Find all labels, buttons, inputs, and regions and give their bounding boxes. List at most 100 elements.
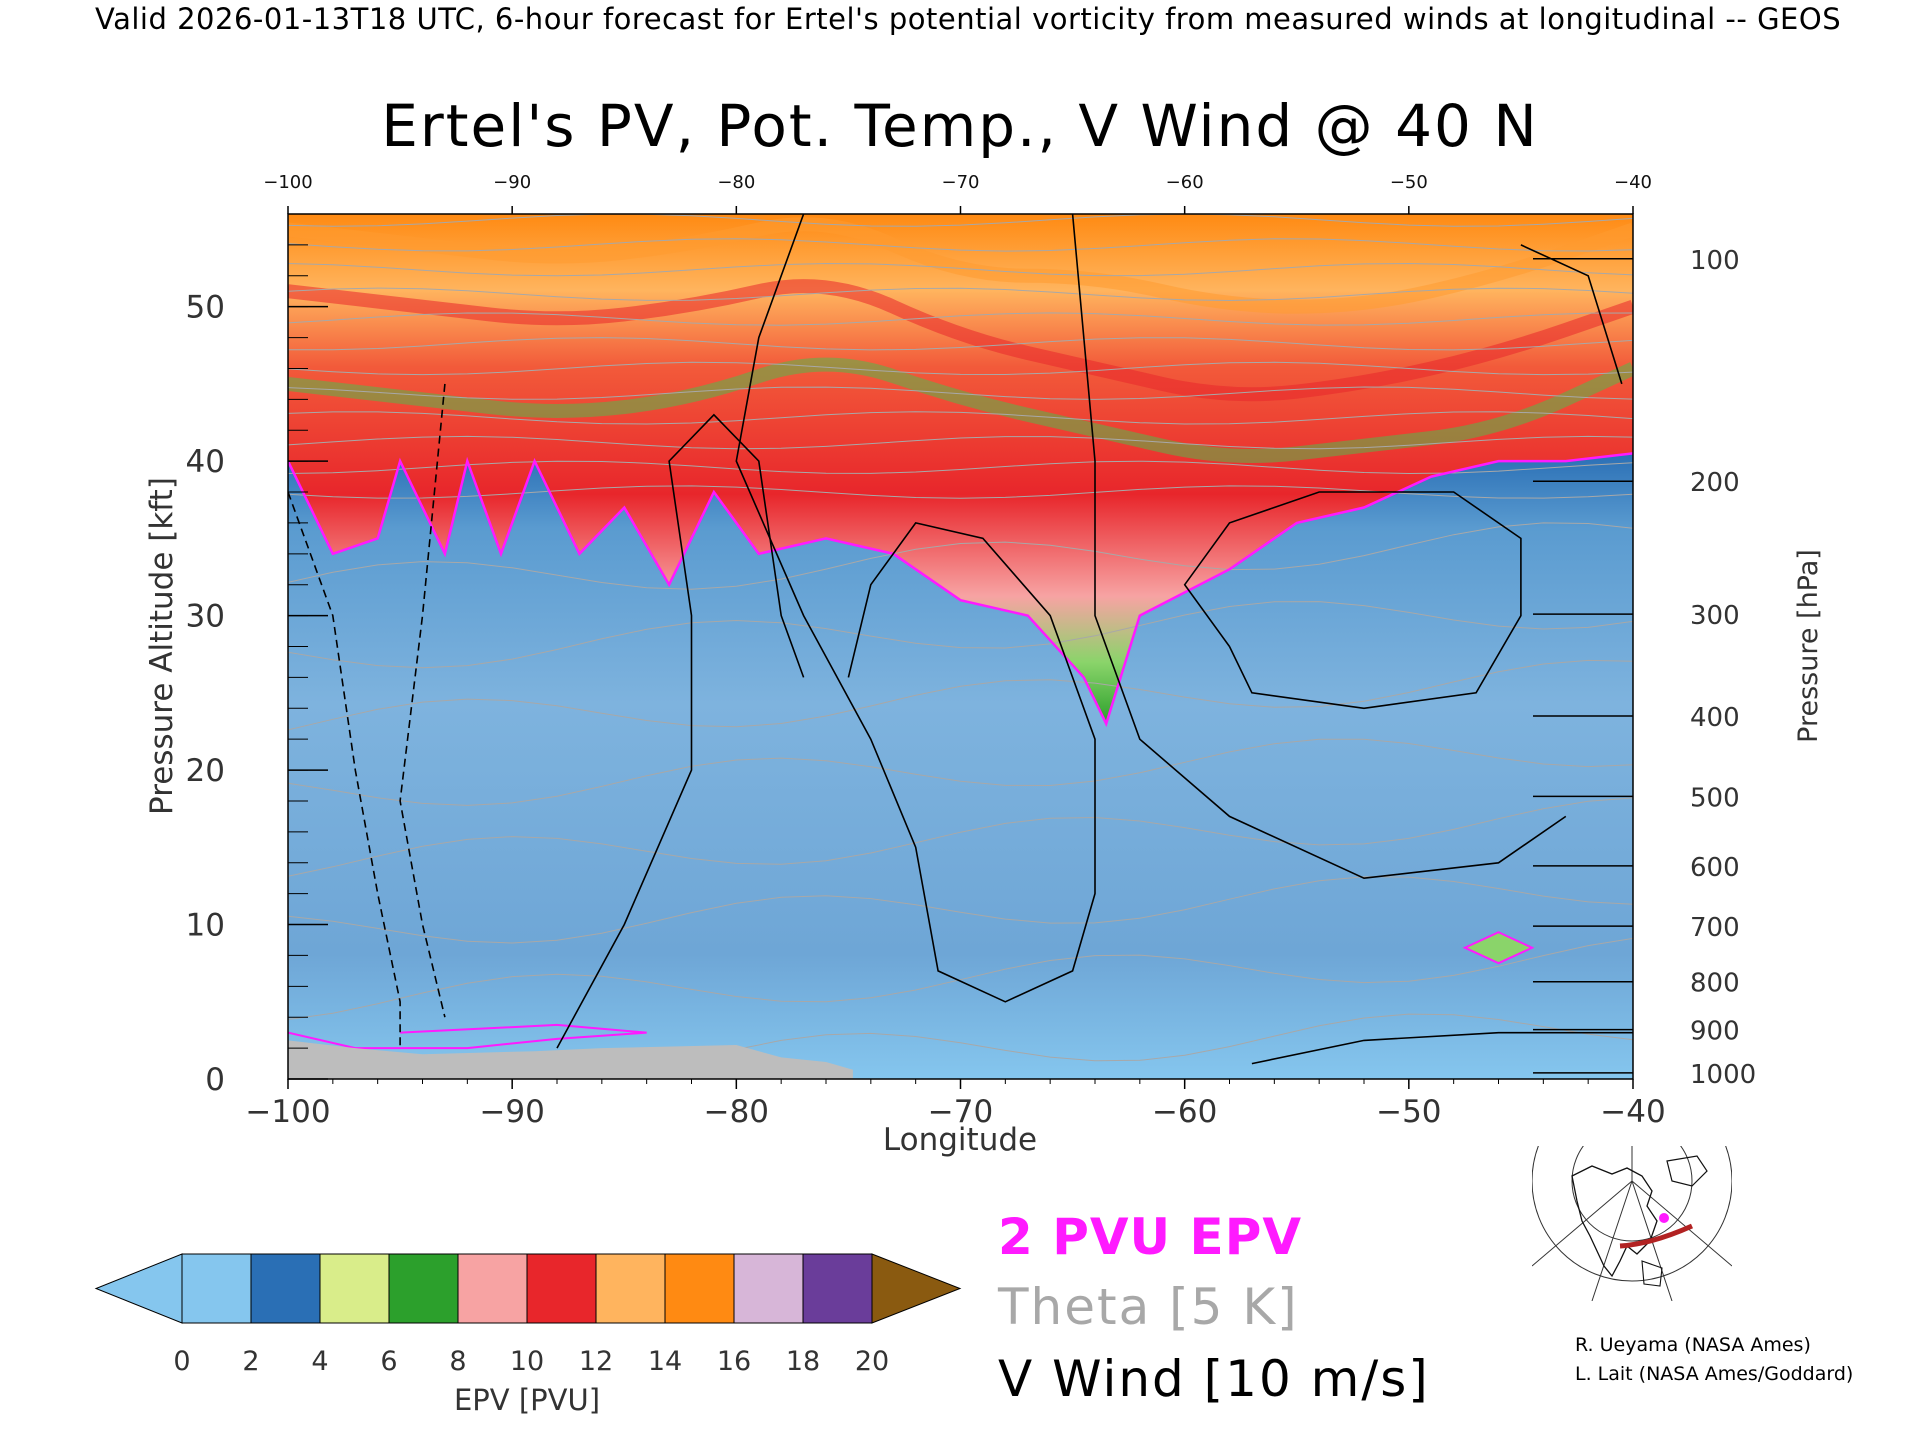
map-meridian bbox=[1631, 1180, 1732, 1267]
map-meridian bbox=[1591, 1180, 1633, 1301]
colorbar-swatch bbox=[802, 1253, 873, 1324]
legend-theta: Theta [5 K] bbox=[998, 1278, 1299, 1336]
top-x-tick-label: −90 bbox=[493, 172, 531, 193]
x-tick-label: −100 bbox=[245, 1094, 330, 1130]
y-tick-label: 40 bbox=[186, 444, 225, 480]
y-tick-label: 20 bbox=[186, 753, 225, 789]
colorbar-tick-label: 16 bbox=[717, 1346, 751, 1377]
colorbar-swatch bbox=[388, 1253, 459, 1324]
colorbar-swatch bbox=[664, 1253, 735, 1324]
theta-line bbox=[288, 238, 1633, 252]
terrain-region bbox=[288, 1040, 853, 1079]
colorbar-swatch bbox=[595, 1253, 666, 1324]
theta-line bbox=[288, 659, 1633, 731]
theta-line bbox=[288, 214, 1633, 227]
pv2-contour-pocket bbox=[1462, 931, 1535, 965]
colorbar-swatch bbox=[181, 1253, 252, 1324]
theta-line bbox=[288, 411, 1633, 425]
theta-line bbox=[288, 460, 1633, 475]
troposphere-pv-region bbox=[288, 453, 1633, 1079]
theta-line bbox=[288, 287, 1633, 302]
theta-line bbox=[288, 435, 1633, 450]
theta-line bbox=[288, 876, 1633, 944]
map-latitude-circle bbox=[1571, 1146, 1693, 1242]
top-x-tick-label: −40 bbox=[1614, 172, 1652, 193]
theta-line bbox=[288, 738, 1633, 806]
colorbar-swatch bbox=[250, 1253, 321, 1324]
y-tick-label: 50 bbox=[186, 290, 225, 326]
theta-line bbox=[288, 262, 1633, 277]
pressure-tick-label: 300 bbox=[1690, 601, 1740, 631]
x-tick-label: −70 bbox=[928, 1094, 993, 1130]
colorbar-tick-label: 4 bbox=[311, 1346, 328, 1377]
map-latitude-circle bbox=[1532, 1146, 1732, 1282]
v-wind-line bbox=[288, 491, 401, 1049]
v-wind-line bbox=[399, 383, 446, 1018]
colorbar-swatch bbox=[319, 1253, 390, 1324]
pressure-tick-label: 600 bbox=[1690, 853, 1740, 883]
pressure-tick-label: 400 bbox=[1690, 703, 1740, 733]
pressure-tick-label: 800 bbox=[1690, 969, 1740, 999]
x-axis-label: Longitude bbox=[883, 1122, 1037, 1158]
theta-line bbox=[288, 522, 1633, 590]
map-meridian bbox=[1532, 1180, 1633, 1267]
x-tick-label: −60 bbox=[1152, 1094, 1217, 1130]
colorbar-under-arrow bbox=[94, 1253, 183, 1324]
x-tick-label: −50 bbox=[1376, 1094, 1441, 1130]
y-tick-label: 10 bbox=[186, 908, 225, 944]
v-wind-line bbox=[1251, 1031, 1633, 1065]
y-tick-label: 0 bbox=[205, 1062, 225, 1098]
y-axis-label: Pressure Altitude [kft] bbox=[144, 477, 180, 815]
map-coastline bbox=[1641, 1260, 1663, 1287]
theta-line bbox=[288, 312, 1633, 326]
theta-line bbox=[288, 337, 1633, 351]
colorbar-tick-label: 20 bbox=[855, 1346, 889, 1377]
map-coastline bbox=[1666, 1155, 1708, 1187]
y-axis-right-label: Pressure [hPa] bbox=[1793, 549, 1824, 743]
stratosphere-pv-region bbox=[288, 214, 1633, 724]
legend-v-wind: V Wind [10 m/s] bbox=[998, 1350, 1430, 1408]
top-x-tick-label: −100 bbox=[263, 172, 312, 193]
top-x-tick-label: −60 bbox=[1166, 172, 1204, 193]
colorbar-tick-label: 0 bbox=[173, 1346, 190, 1377]
v-wind-line bbox=[556, 413, 805, 1049]
credit-line-2: L. Lait (NASA Ames/Goddard) bbox=[1575, 1363, 1854, 1385]
top-x-tick-label: −80 bbox=[717, 172, 755, 193]
theta-line bbox=[288, 386, 1633, 400]
colorbar-label: EPV [PVU] bbox=[454, 1383, 600, 1417]
colorbar-tick-label: 2 bbox=[242, 1346, 259, 1377]
x-tick-label: −40 bbox=[1600, 1094, 1665, 1130]
location-marker-icon bbox=[1659, 1213, 1669, 1223]
v-wind-contours bbox=[288, 214, 1633, 1065]
x-tick-label: −80 bbox=[704, 1094, 769, 1130]
pv-level-band bbox=[288, 217, 1633, 314]
theta-line bbox=[288, 797, 1633, 877]
colorbar-tick-label: 18 bbox=[786, 1346, 820, 1377]
colorbar-tick-label: 12 bbox=[579, 1346, 613, 1377]
theta-line bbox=[288, 601, 1633, 669]
theta-line bbox=[288, 937, 1633, 1020]
v-wind-line bbox=[1520, 244, 1623, 385]
colorbar-over-arrow bbox=[871, 1253, 962, 1324]
colorbar-tick-label: 14 bbox=[648, 1346, 682, 1377]
legend-epv-contour: 2 PVU EPV bbox=[998, 1208, 1303, 1266]
y-tick-label: 30 bbox=[186, 599, 225, 635]
v-wind-line bbox=[1183, 491, 1522, 710]
theta-line bbox=[288, 485, 1633, 499]
chart-title: Ertel's PV, Pot. Temp., V Wind @ 40 N bbox=[381, 92, 1539, 160]
colorbar-tick-label: 10 bbox=[510, 1346, 544, 1377]
location-map-inset bbox=[1532, 1146, 1732, 1301]
pressure-tick-label: 500 bbox=[1690, 783, 1740, 813]
credit-line-1: R. Ueyama (NASA Ames) bbox=[1575, 1334, 1811, 1356]
pressure-tick-label: 700 bbox=[1690, 913, 1740, 943]
colorbar-tick-label: 8 bbox=[449, 1346, 466, 1377]
pressure-tick-label: 1000 bbox=[1690, 1060, 1756, 1090]
theta-contours bbox=[288, 214, 1633, 1079]
colorbar-swatch bbox=[733, 1253, 804, 1324]
pv2-contour bbox=[288, 452, 1633, 728]
x-tick-label: −90 bbox=[479, 1094, 544, 1130]
top-x-tick-label: −70 bbox=[942, 172, 980, 193]
pressure-tick-label: 200 bbox=[1690, 468, 1740, 498]
top-x-tick-label: −50 bbox=[1390, 172, 1428, 193]
